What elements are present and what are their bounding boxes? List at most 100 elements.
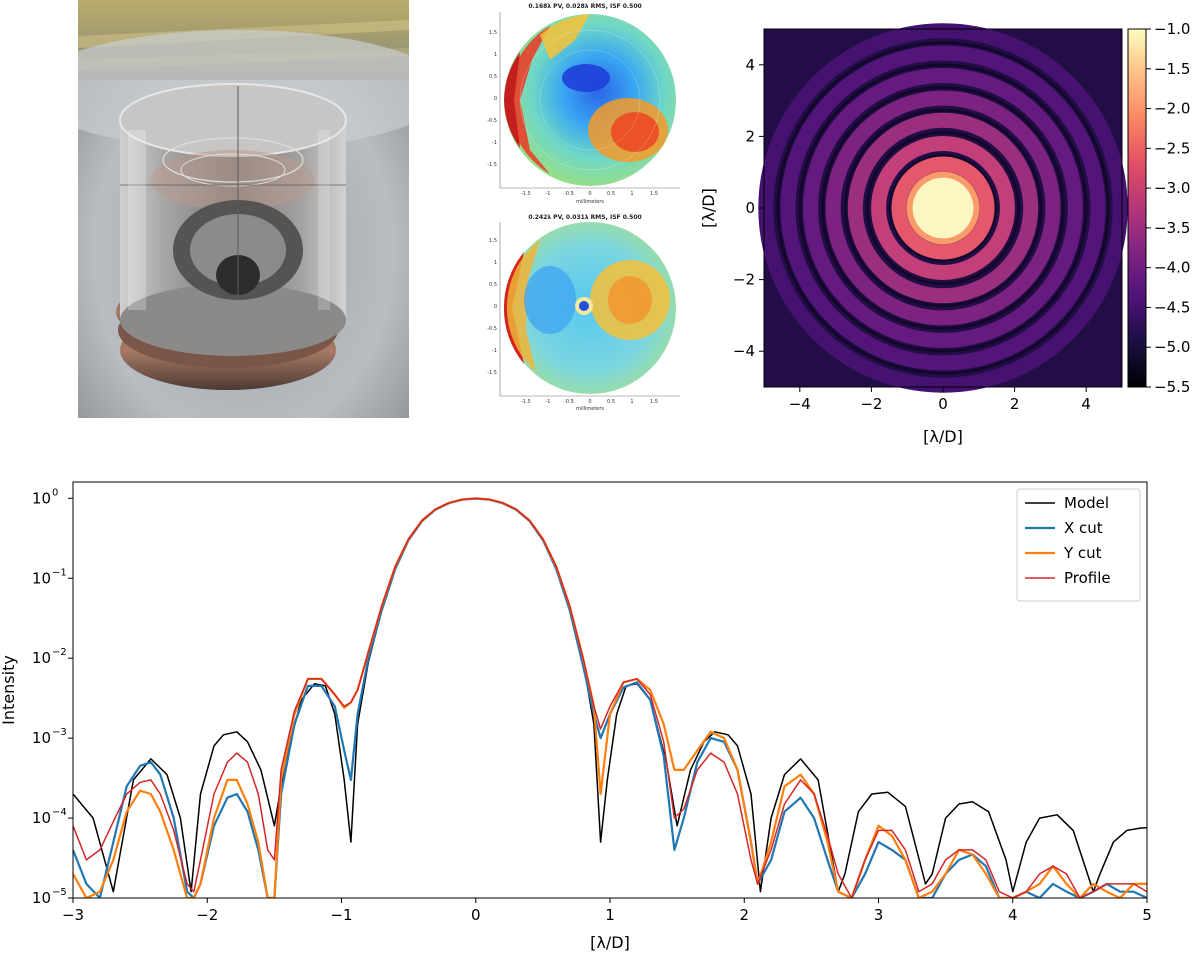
series-line-y-cut: [73, 497, 1147, 898]
psf-cbar-tick-label: −3.5: [1154, 219, 1190, 237]
profile-series: [73, 497, 1147, 898]
profile-ytick-exponent: −4: [52, 807, 67, 818]
psf-ring: [871, 136, 1015, 280]
map1-xtick: 0.5: [607, 191, 615, 197]
psf-ring: [803, 68, 1083, 348]
map1-xtick: 1.5: [650, 191, 658, 197]
psf-dark-ring: [776, 41, 1110, 375]
map1-xtick: -1.5: [521, 191, 531, 197]
psf-xlabel: [λ/D]: [923, 427, 963, 446]
profile-ytick-exponent: −5: [52, 887, 67, 898]
legend-label: Y cut: [1063, 544, 1102, 562]
psf-cbar-tick-label: −4.0: [1154, 259, 1190, 277]
profile-ytick-label: 10: [32, 729, 51, 747]
map2-xtick: -0.5: [564, 399, 574, 405]
legend-label: Model: [1064, 494, 1109, 512]
psf-cbar-tick-label: −5.5: [1154, 378, 1190, 396]
psf-dark-ring: [843, 108, 1043, 308]
map1-ytick: -0.5: [487, 118, 497, 124]
map1-ytick: 0: [494, 96, 497, 102]
map1-xlabel: millimeters: [576, 199, 604, 205]
psf-xtick-label: 0: [938, 395, 948, 413]
profile-ytick-label: 10: [32, 889, 51, 907]
map1-xtick: -0.5: [564, 191, 574, 197]
map1-ytick: 0.5: [489, 74, 497, 80]
psf-ring: [847, 112, 1039, 304]
legend-label: X cut: [1064, 519, 1103, 537]
psf-colorbar: [1127, 28, 1147, 388]
psf-dark-ring: [821, 86, 1065, 330]
profile-xtick-label: 5: [1142, 906, 1152, 924]
profile-xtick-label: 3: [874, 906, 884, 924]
profile-xlabel: [λ/D]: [590, 933, 630, 952]
psf-cbar-tick-label: −4.5: [1154, 298, 1190, 316]
legend-box: [1016, 488, 1141, 602]
profile-ytick-label: 10: [32, 569, 51, 587]
psf-ylabel: [λ/D]: [700, 188, 718, 228]
wavefront-map-1: 0.168λ PV, 0.028λ RMS, ISF 0.500 -1.5 -1…: [487, 3, 680, 205]
psf-ytick-label: 2: [745, 127, 755, 145]
psf-ring: [758, 23, 1128, 393]
series-line-model: [73, 497, 1147, 893]
psf-image: [758, 23, 1128, 393]
profile-ytick-exponent: −3: [52, 727, 67, 738]
psf-xtick-label: 4: [1081, 395, 1091, 413]
profile-xtick-label: 1: [605, 906, 615, 924]
profile-ylabel: Intensity: [0, 655, 18, 725]
map2-xtick: -1: [546, 399, 551, 405]
map2-ytick: 0: [494, 304, 497, 310]
psf-dark-ring: [798, 63, 1088, 353]
profile-ytick-label: 10: [32, 649, 51, 667]
map2-xlabel: millimeters: [576, 406, 604, 410]
map2-xtick: 1: [630, 399, 633, 405]
psf-xtick-label: −4: [789, 395, 811, 413]
wavefront-map-2: 0.242λ PV, 0.031λ RMS, ISF 0.500 -1.5 -1…: [487, 214, 680, 412]
psf-ring: [825, 90, 1061, 326]
psf-cbar-tick-label: −1.5: [1154, 60, 1190, 78]
profile-xtick-label: 4: [1008, 906, 1018, 924]
wavefront-maps-svg: 0.168λ PV, 0.028λ RMS, ISF 0.500 -1.5 -1…: [487, 3, 680, 412]
psf-core: [912, 177, 974, 239]
psf-ytick-label: −2: [733, 271, 755, 289]
profile-xtick-label: −1: [330, 906, 352, 924]
profile-ytick-exponent: −2: [52, 647, 67, 658]
map1-xtick: 0: [588, 191, 591, 197]
map2-xtick: 0.5: [607, 399, 615, 405]
map1-xtick: 1: [630, 191, 633, 197]
map2-ytick: 1: [494, 260, 497, 266]
profile-ytick-label: 10: [32, 809, 51, 827]
psf-yticks: 4 2 0 −2 −4: [733, 56, 764, 360]
psf-ytick-label: 0: [745, 199, 755, 217]
map2-ytick: -1.5: [487, 370, 497, 376]
psf-heatmap-svg: −4 −2 0 2 4 4 2 0 −2 −4 [λ/D] [λ/D] −1.0 −1.5 −2.0…: [699, 20, 1190, 446]
psf-cbar-tick-label: −3.0: [1154, 179, 1190, 197]
map1-ytick: 1.5: [489, 30, 497, 36]
profile-xticks: −3 −2 −1 0 1 2 3 4 5: [62, 898, 1152, 924]
profile-xtick-label: 2: [739, 906, 749, 924]
psf-ring: [891, 156, 995, 260]
optic-photo-image: [28, 0, 448, 418]
map2-ytick: 0.5: [489, 282, 497, 288]
psf-cbar-tick-label: −2.0: [1154, 100, 1190, 118]
wavefront-maps: 0.168λ PV, 0.028λ RMS, ISF 0.500 -1.5 -1…: [480, 0, 690, 412]
profile-legend: Model X cut Y cut Profile: [1016, 488, 1141, 602]
map1-ytick: 1: [494, 52, 497, 58]
map2-xtick: -1.5: [521, 399, 531, 405]
psf-ytick-label: −4: [733, 342, 755, 360]
optic-photo: [28, 0, 448, 418]
psf-xtick-label: 2: [1010, 395, 1020, 413]
radial-profile-chart: −3 −2 −1 0 1 2 3 4 5 10 −5 10 −4 10 −3 10 −2 10 −1 10 0 [λ/…: [0, 470, 1200, 952]
psf-ytick-label: 4: [745, 56, 755, 74]
psf-cbar-tick-label: −5.0: [1154, 338, 1190, 356]
map2-ytick: 1.5: [489, 238, 497, 244]
psf-cbar-tick-label: −1.0: [1154, 20, 1190, 38]
series-line-profile: [73, 497, 1147, 898]
profile-ytick-exponent: 0: [52, 487, 58, 498]
psf-cbar-tick-label: −2.5: [1154, 139, 1190, 157]
wavefront-map-2-title: 0.242λ PV, 0.031λ RMS, ISF 0.500: [528, 214, 641, 221]
wavefront-map-1-title: 0.168λ PV, 0.028λ RMS, ISF 0.500: [528, 3, 641, 10]
psf-dark-ring: [889, 154, 997, 262]
psf-heatmap: −4 −2 0 2 4 4 2 0 −2 −4 [λ/D] [λ/D] −1.0 −1.5 −2.0…: [699, 0, 1190, 452]
